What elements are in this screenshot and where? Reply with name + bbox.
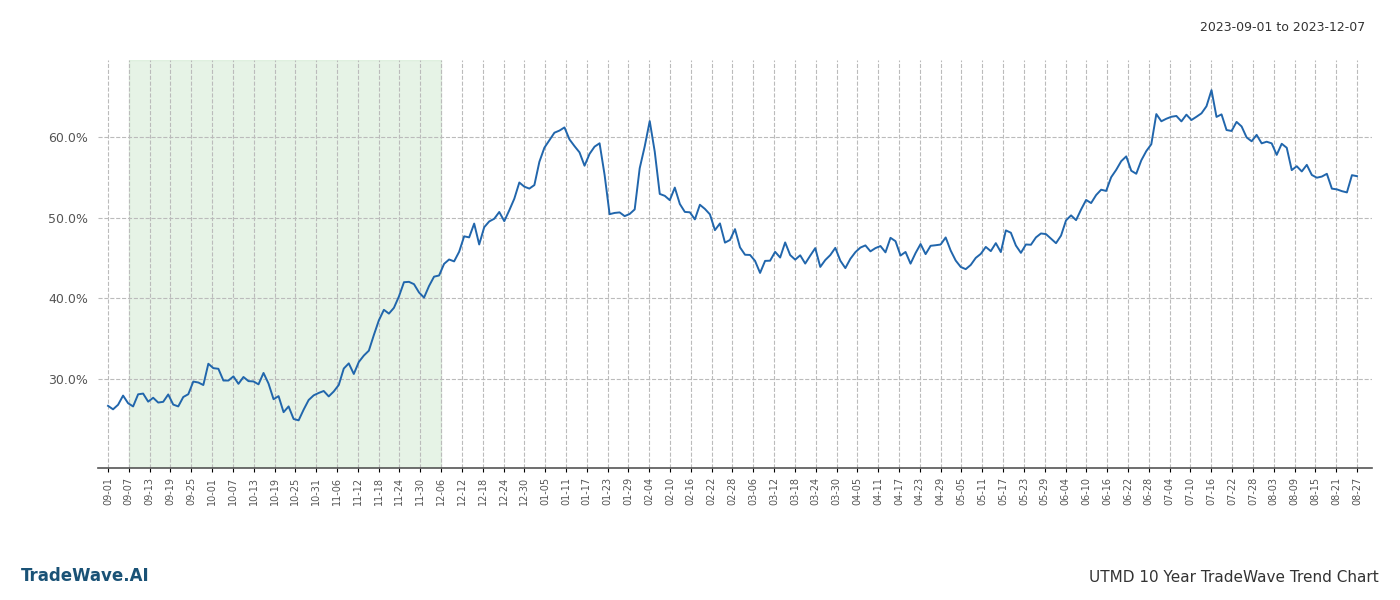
Text: TradeWave.AI: TradeWave.AI xyxy=(21,567,150,585)
Text: UTMD 10 Year TradeWave Trend Chart: UTMD 10 Year TradeWave Trend Chart xyxy=(1089,570,1379,585)
Bar xyxy=(129,60,441,468)
Text: 2023-09-01 to 2023-12-07: 2023-09-01 to 2023-12-07 xyxy=(1200,21,1365,34)
